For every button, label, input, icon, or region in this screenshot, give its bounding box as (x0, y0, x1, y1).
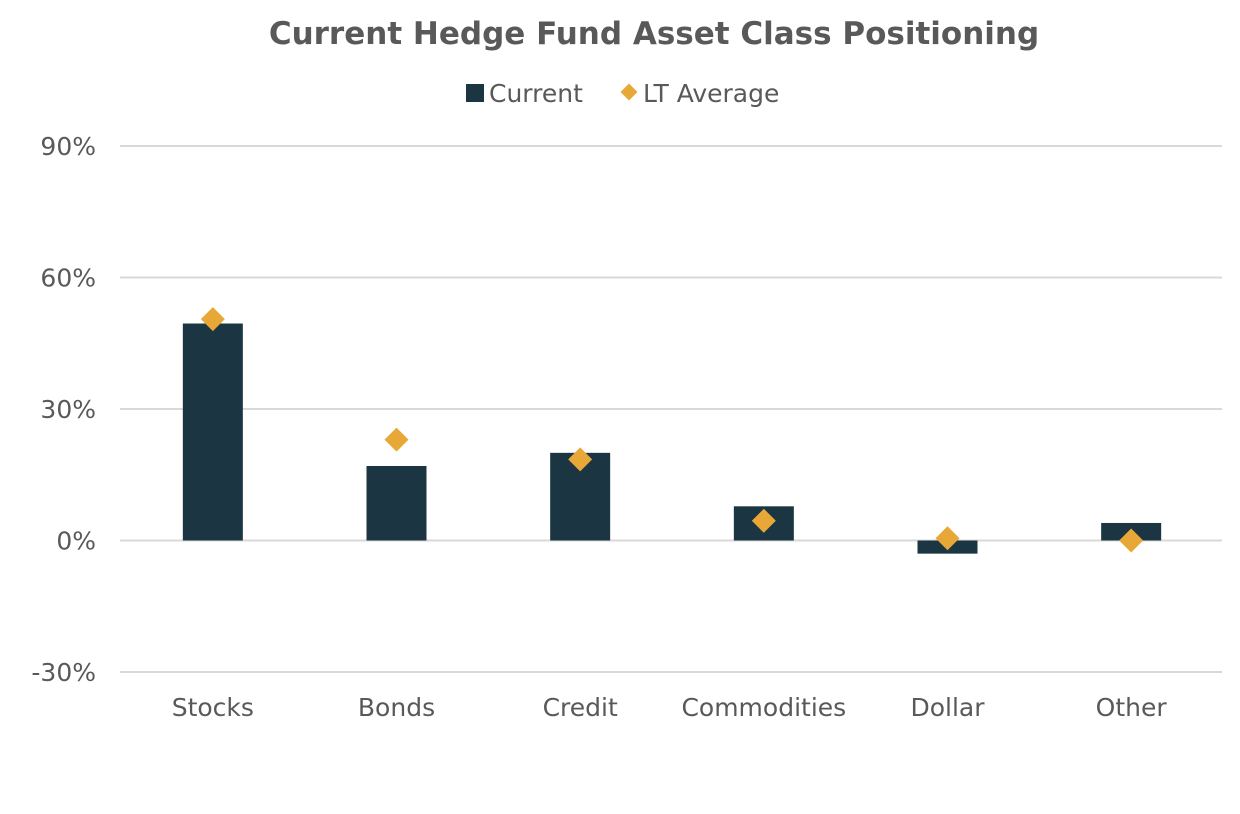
marker-lt-average-other (1119, 528, 1144, 553)
y-tick-label: 90% (40, 132, 96, 161)
x-category-label: Commodities (681, 693, 846, 722)
legend-swatch-lt-average (620, 83, 638, 101)
y-tick-label: -30% (31, 658, 96, 687)
marker-lt-average-bonds (384, 427, 409, 452)
x-category-label: Bonds (358, 693, 435, 722)
x-category-label: Other (1096, 693, 1168, 722)
chart-title: Current Hedge Fund Asset Class Positioni… (269, 16, 1039, 52)
legend-label-current: Current (489, 79, 583, 108)
x-category-label: Stocks (172, 693, 254, 722)
x-category-label: Dollar (910, 693, 985, 722)
x-axis-category-labels: Stocks Bonds Credit Commodities Dollar Other (172, 693, 1168, 722)
chart-legend: Current LT Average (466, 79, 779, 108)
marker-lt-average-commodities (751, 508, 776, 533)
markers-lt-average (200, 307, 1144, 553)
bars-current (182, 323, 1162, 554)
bar-current-bonds (366, 465, 427, 541)
bar-current-stocks (182, 323, 243, 541)
y-tick-label: 60% (40, 264, 96, 293)
marker-lt-average-credit (568, 447, 593, 472)
y-axis-tick-labels: -30% 0% 30% 60% 90% (31, 132, 96, 687)
y-tick-label: 0% (56, 527, 96, 556)
legend-label-lt-average: LT Average (643, 79, 779, 108)
x-category-label: Credit (543, 693, 618, 722)
y-tick-label: 30% (40, 395, 96, 424)
legend-swatch-current (466, 84, 484, 102)
grid-lines (120, 145, 1222, 673)
marker-lt-average-stocks (200, 307, 225, 332)
marker-lt-average-dollar (935, 526, 960, 551)
